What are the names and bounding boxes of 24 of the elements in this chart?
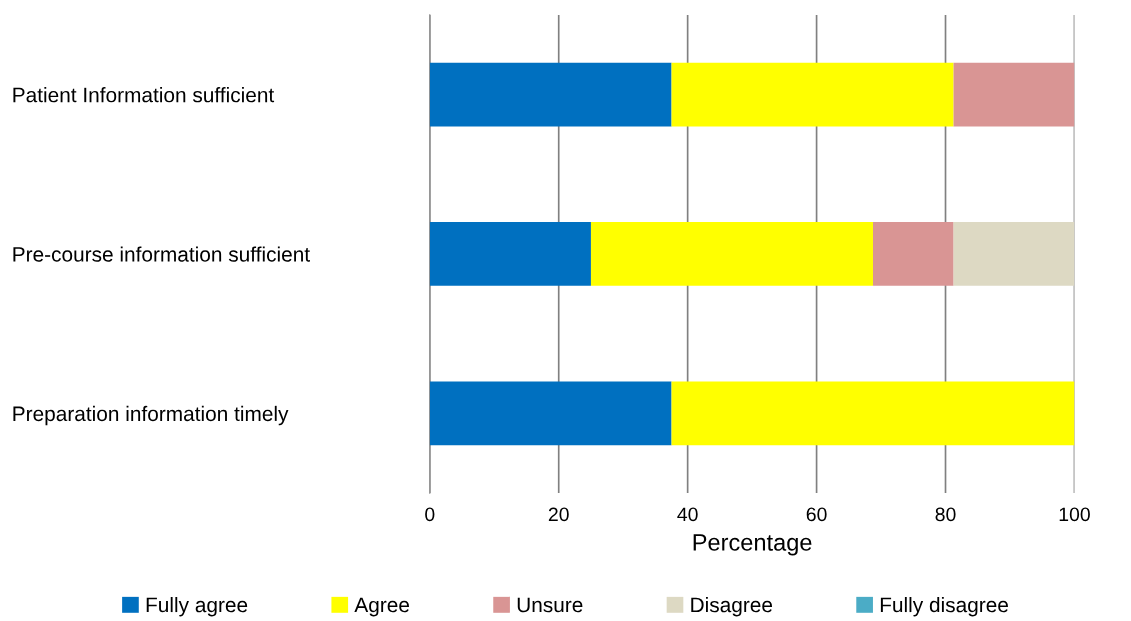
y-tick-label: Preparation information timely (13, 405, 289, 426)
bar (671, 62, 954, 127)
bar (953, 62, 1075, 127)
legend-label: Disagree (691, 596, 773, 617)
legend-label: Fully agree (146, 596, 248, 617)
x-tick-label: 20 (548, 507, 569, 522)
bar (953, 222, 1075, 286)
y-tick-label: Patient Information sufficient (13, 87, 275, 103)
legend-label: Fully disagree (880, 596, 1008, 617)
x-tick-label: 0 (425, 507, 435, 522)
bar (429, 381, 672, 446)
y-tick-label: Pre-course information sufficient (13, 246, 310, 262)
bar (872, 222, 954, 286)
x-tick-label: 40 (677, 507, 698, 522)
bar (671, 381, 1075, 446)
bar (429, 62, 672, 127)
x-tick-label: 80 (935, 507, 956, 522)
legend-label: Agree (354, 597, 409, 617)
bar (590, 222, 873, 286)
x-tick-label: 60 (806, 507, 827, 522)
legend-label: Unsure (517, 597, 583, 613)
x-axis-title: Percentage (693, 534, 812, 556)
x-tick-label: 100 (1059, 507, 1090, 522)
bar (429, 222, 591, 286)
